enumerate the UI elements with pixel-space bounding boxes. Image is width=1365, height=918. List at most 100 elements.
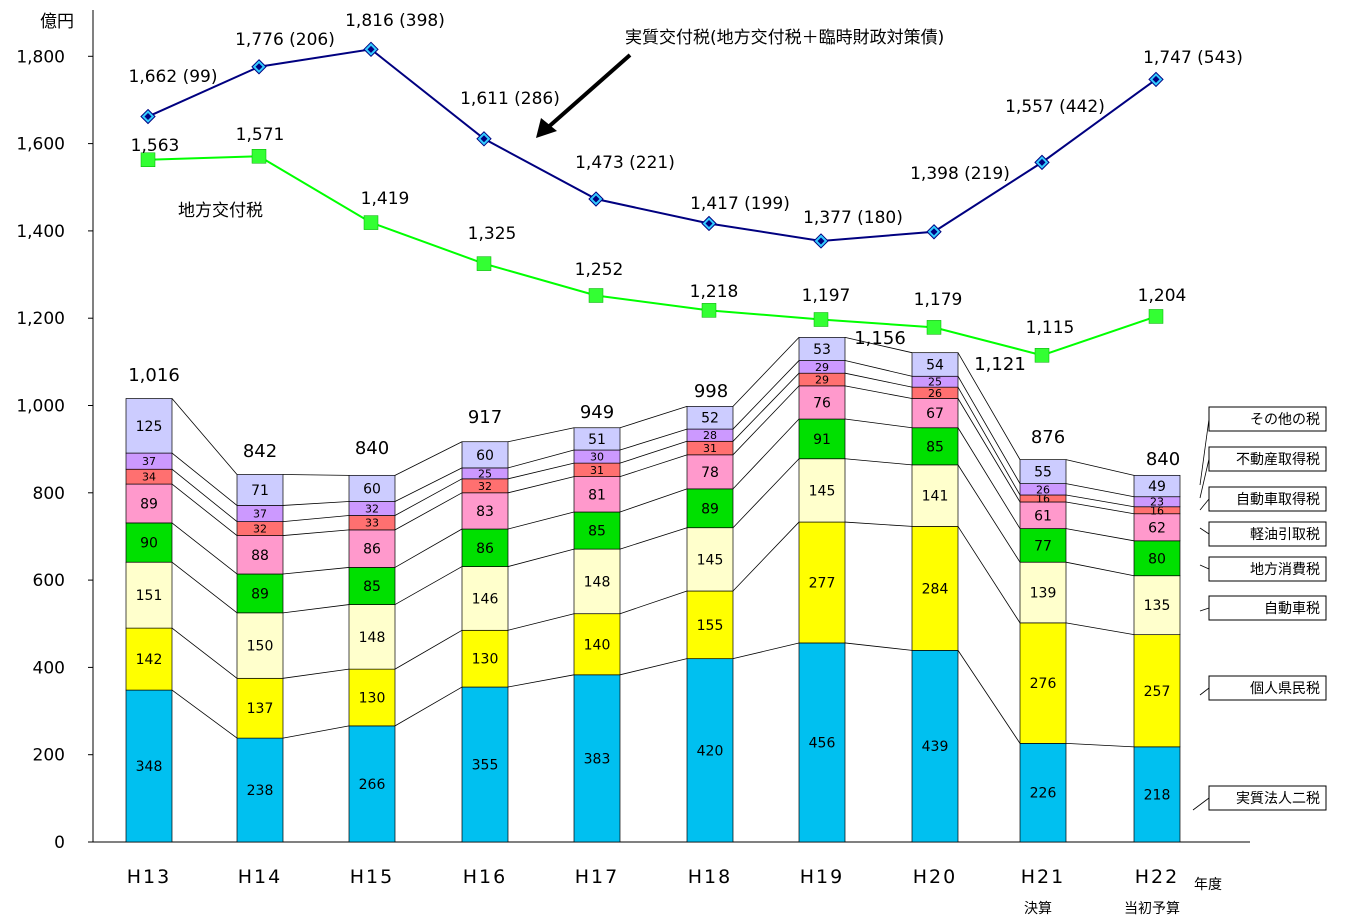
- bar-segment: [125, 483, 173, 524]
- bar-value-label: 125: [136, 419, 163, 435]
- x-tick-label: H15: [350, 866, 394, 888]
- connector-line: [957, 650, 1021, 744]
- legend-box: [1208, 675, 1327, 701]
- bar-segment: [686, 488, 734, 529]
- bar-segment: [686, 454, 734, 490]
- connector-line: [619, 405, 688, 429]
- legend-leader-line: [1199, 564, 1210, 570]
- bar-value-label: 31: [703, 442, 717, 455]
- bar-segment: [798, 337, 846, 361]
- bar-segment: [1019, 528, 1067, 563]
- y-tick-label: 200: [33, 746, 65, 766]
- bar-value-label: 52: [701, 411, 719, 427]
- bar-value-label: 146: [472, 591, 499, 607]
- bar-segment: [461, 566, 509, 631]
- legend-label: 自動車取得税: [1236, 491, 1320, 508]
- connector-line: [844, 642, 913, 651]
- bar-segment: [798, 418, 846, 460]
- bar-segment: [798, 385, 846, 420]
- bar-value-label: 25: [928, 376, 942, 389]
- connector-line: [394, 566, 463, 605]
- bar-total-label: 998: [694, 381, 728, 402]
- bar-segment: [1133, 540, 1181, 577]
- bar-segment: [125, 522, 173, 563]
- connector-line: [1065, 494, 1135, 508]
- connector-line: [171, 561, 238, 614]
- connector-line: [619, 454, 688, 478]
- bar-value-label: 30: [590, 451, 604, 464]
- connector-line: [957, 376, 1021, 484]
- bar-value-label: 77: [1034, 538, 1052, 554]
- bar-value-label: 226: [1030, 786, 1057, 802]
- bar-value-label: 140: [584, 637, 611, 653]
- connector-line: [394, 467, 463, 502]
- bar-value-label: 238: [247, 783, 274, 799]
- bar-value-label: 148: [584, 574, 611, 590]
- x-tick-label: H18: [688, 866, 732, 888]
- bar-segment: [686, 658, 734, 843]
- line-name-real-kofuzei: 実質交付税(地方交付税＋臨時財政対策債): [625, 28, 944, 48]
- y-tick-label: 1,400: [16, 222, 65, 242]
- bar-value-label: 29: [815, 374, 829, 387]
- connector-line: [732, 418, 800, 490]
- bar-value-label: 420: [697, 743, 724, 759]
- bar-total-label: 1,121: [974, 354, 1026, 375]
- bar-total-label: 917: [468, 407, 502, 428]
- connector-line: [732, 385, 800, 456]
- bar-value-label: 76: [813, 395, 831, 411]
- line-point-label: 1,473 (221): [575, 153, 675, 173]
- connector-line: [171, 522, 238, 575]
- legend-label: 自動車税: [1264, 600, 1320, 617]
- bar-segment: [911, 427, 959, 466]
- y-tick-label: 400: [33, 658, 65, 678]
- bar-value-label: 218: [1144, 787, 1171, 803]
- bar-value-label: 85: [588, 524, 606, 540]
- connector-line: [282, 604, 350, 614]
- y-unit-label: 億円: [40, 12, 74, 32]
- bar-value-label: 456: [809, 735, 836, 751]
- legend-box: [1208, 406, 1327, 432]
- line-point-label: 1,662 (99): [129, 67, 218, 87]
- bar-segment: [125, 689, 173, 843]
- line-point-marker: [251, 149, 267, 164]
- bar-segment: [911, 398, 959, 429]
- line-point-label: 1,252: [575, 260, 624, 280]
- bar-value-label: 89: [140, 496, 158, 512]
- bar-value-label: 137: [247, 701, 274, 717]
- bar-value-label: 83: [476, 504, 494, 520]
- bar-value-label: 54: [926, 357, 944, 373]
- bar-value-label: 71: [251, 483, 269, 499]
- bar-value-label: 90: [140, 536, 158, 552]
- bar-segment: [1019, 459, 1067, 484]
- bar-total-label: 1,016: [128, 365, 180, 386]
- bar-value-label: 155: [697, 618, 724, 634]
- bar-segment: [236, 612, 284, 679]
- legend-leader-line: [1199, 607, 1210, 612]
- connector-line: [844, 521, 913, 527]
- bar-value-label: 150: [247, 639, 274, 655]
- connector-line: [732, 521, 800, 592]
- connector-line: [1065, 742, 1135, 748]
- bar-total-label: 840: [1146, 449, 1180, 470]
- bar-total-label: 842: [243, 441, 277, 462]
- x-tick-label: H22: [1135, 866, 1179, 888]
- legend: その他の税不動産取得税自動車取得税軽油引取税地方消費税自動車税個人県民税実質法人…: [1192, 406, 1327, 811]
- connector-line: [1065, 622, 1135, 636]
- bar-value-label: 88: [251, 548, 269, 564]
- connector-line: [282, 668, 350, 679]
- bar-connectors: [171, 337, 1135, 748]
- y-tick-label: 1,600: [16, 135, 65, 155]
- y-tick-label: 600: [33, 571, 65, 591]
- bar-segment: [1133, 513, 1181, 542]
- connector-line: [619, 590, 688, 615]
- bar-value-label: 67: [926, 406, 944, 422]
- bar-value-label: 80: [1148, 551, 1166, 567]
- bar-segment: [1019, 622, 1067, 744]
- bar-segment: [461, 492, 509, 530]
- bar-segment: [911, 352, 959, 377]
- connector-line: [957, 398, 1021, 503]
- bar-value-label: 62: [1148, 520, 1166, 536]
- bar-total-label: 1,156: [854, 328, 906, 349]
- y-tick-label: 800: [33, 484, 65, 504]
- bar-segment: [1133, 634, 1181, 748]
